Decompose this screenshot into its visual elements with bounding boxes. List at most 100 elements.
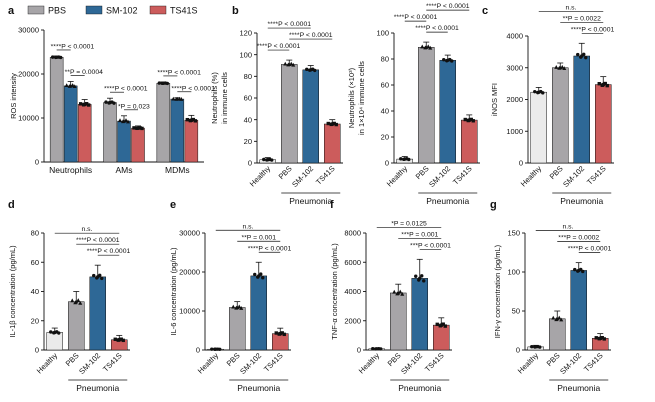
data-dot (126, 119, 130, 124)
y-tick-label: 4000 (506, 32, 523, 41)
y-tick-label: 30000 (18, 26, 39, 35)
significance-label: ***P = 0.001 (401, 231, 438, 238)
x-category-label: SM-102 (238, 351, 263, 376)
data-dot (471, 119, 475, 123)
group-label: Pneumonia (76, 383, 119, 393)
y-tick-label: 30000 (179, 229, 200, 238)
y-tick-label: 50 (512, 307, 520, 316)
legend-label: SM-102 (106, 6, 138, 16)
data-dot (157, 81, 162, 85)
x-category-label: PBS (414, 164, 431, 181)
group-label: Pneumonia (398, 383, 441, 393)
data-dot (274, 331, 278, 335)
data-dot (119, 337, 123, 341)
data-dot (53, 330, 57, 335)
x-category-label: SM-102 (427, 164, 452, 189)
data-dot (594, 336, 598, 340)
data-dot (435, 322, 439, 327)
data-dot (179, 97, 184, 101)
x-category-label: SM-102 (558, 351, 583, 376)
data-dot (185, 117, 190, 122)
significance-label: ****P < 0.0001 (568, 246, 612, 253)
y-axis-title: Neutrophils (%) (210, 72, 219, 124)
y-tick-label: 0 (516, 346, 520, 355)
bar-Healthy (46, 332, 63, 351)
y-tick-label: 150 (507, 229, 520, 238)
data-dot (396, 290, 401, 295)
significance-label: ****P < 0.0001 (104, 86, 148, 93)
significance-label: ****P < 0.0001 (248, 245, 292, 252)
legend-label: PBS (48, 6, 66, 16)
data-dot (122, 118, 126, 123)
data-dot (375, 347, 379, 351)
data-dot (112, 101, 116, 105)
data-dot (291, 62, 296, 67)
y-tick-label: 60 (244, 94, 252, 103)
legend-swatch-SM-102 (85, 5, 103, 15)
y-axis-title: in immune cells (220, 72, 229, 124)
data-dot (189, 118, 194, 122)
data-dot (414, 274, 418, 278)
data-dot (309, 68, 313, 72)
bar-PBS (229, 307, 246, 351)
data-dot (371, 347, 375, 351)
data-dot (581, 269, 585, 274)
x-category-label: Neutrophils (49, 165, 92, 175)
y-tick-label: 1000 (506, 127, 523, 136)
significance-label: n.s. (82, 226, 93, 233)
y-tick-label: 80 (381, 55, 389, 64)
data-dot (326, 121, 330, 126)
data-dot (541, 91, 545, 95)
y-tick-label: 8000 (344, 229, 361, 238)
significance-label: **P = 0.0022 (563, 15, 601, 22)
y-tick-label: 40 (381, 107, 389, 116)
data-dot (407, 157, 411, 162)
data-dot (278, 331, 282, 336)
y-tick-label: 0 (385, 159, 389, 168)
group-label: Pneumonia (289, 196, 332, 206)
significance-label: n.s. (563, 224, 574, 231)
data-dot (280, 331, 284, 335)
data-dot (602, 337, 606, 341)
y-axis-title: IL-1β concentration (pg/mL) (8, 245, 17, 338)
x-category-label: PBS (545, 351, 562, 368)
data-dot (270, 158, 274, 162)
significance-label: n.s. (243, 223, 254, 230)
y-tick-label: 20000 (18, 70, 39, 79)
bar-SM-102 (439, 60, 456, 164)
bar-PBS (418, 47, 435, 164)
significance-label: ****P < 0.0001 (257, 43, 301, 50)
data-dot (76, 298, 81, 302)
panel-letter-e: e (170, 199, 176, 211)
legend-swatch-PBS (27, 5, 45, 15)
data-dot (72, 84, 77, 89)
significance-label: **P = 0.001 (242, 234, 277, 241)
x-category-label: PBS (225, 351, 242, 368)
significance-label: ****P < 0.0001 (171, 85, 215, 92)
bar-PBS (390, 292, 407, 351)
significance-label: **P = 0.0004 (65, 69, 103, 76)
bar-PBS-MDMs (156, 82, 171, 163)
significance-label: n.s. (566, 4, 577, 11)
significance-label: ****P < 0.0001 (157, 69, 201, 76)
data-dot (50, 55, 55, 59)
data-dot (132, 126, 136, 130)
data-dot (463, 117, 467, 122)
x-category-label: MDMs (165, 165, 190, 175)
y-tick-label: 80 (244, 72, 252, 81)
data-dot (257, 274, 261, 278)
data-dot (330, 122, 334, 126)
data-dot (74, 299, 79, 304)
bar-PBS (68, 301, 85, 351)
data-dot (428, 45, 433, 50)
y-tick-label: 20 (244, 137, 252, 146)
data-dot (603, 81, 607, 86)
data-dot (562, 66, 567, 70)
significance-label: ****P < 0.0001 (426, 3, 470, 10)
y-tick-label: 3000 (506, 63, 523, 72)
data-dot (58, 55, 63, 60)
data-dot (403, 157, 407, 161)
data-dot (118, 118, 122, 123)
y-axis-title: Neutrophils (×10³) (347, 67, 356, 128)
data-dot (210, 347, 214, 351)
